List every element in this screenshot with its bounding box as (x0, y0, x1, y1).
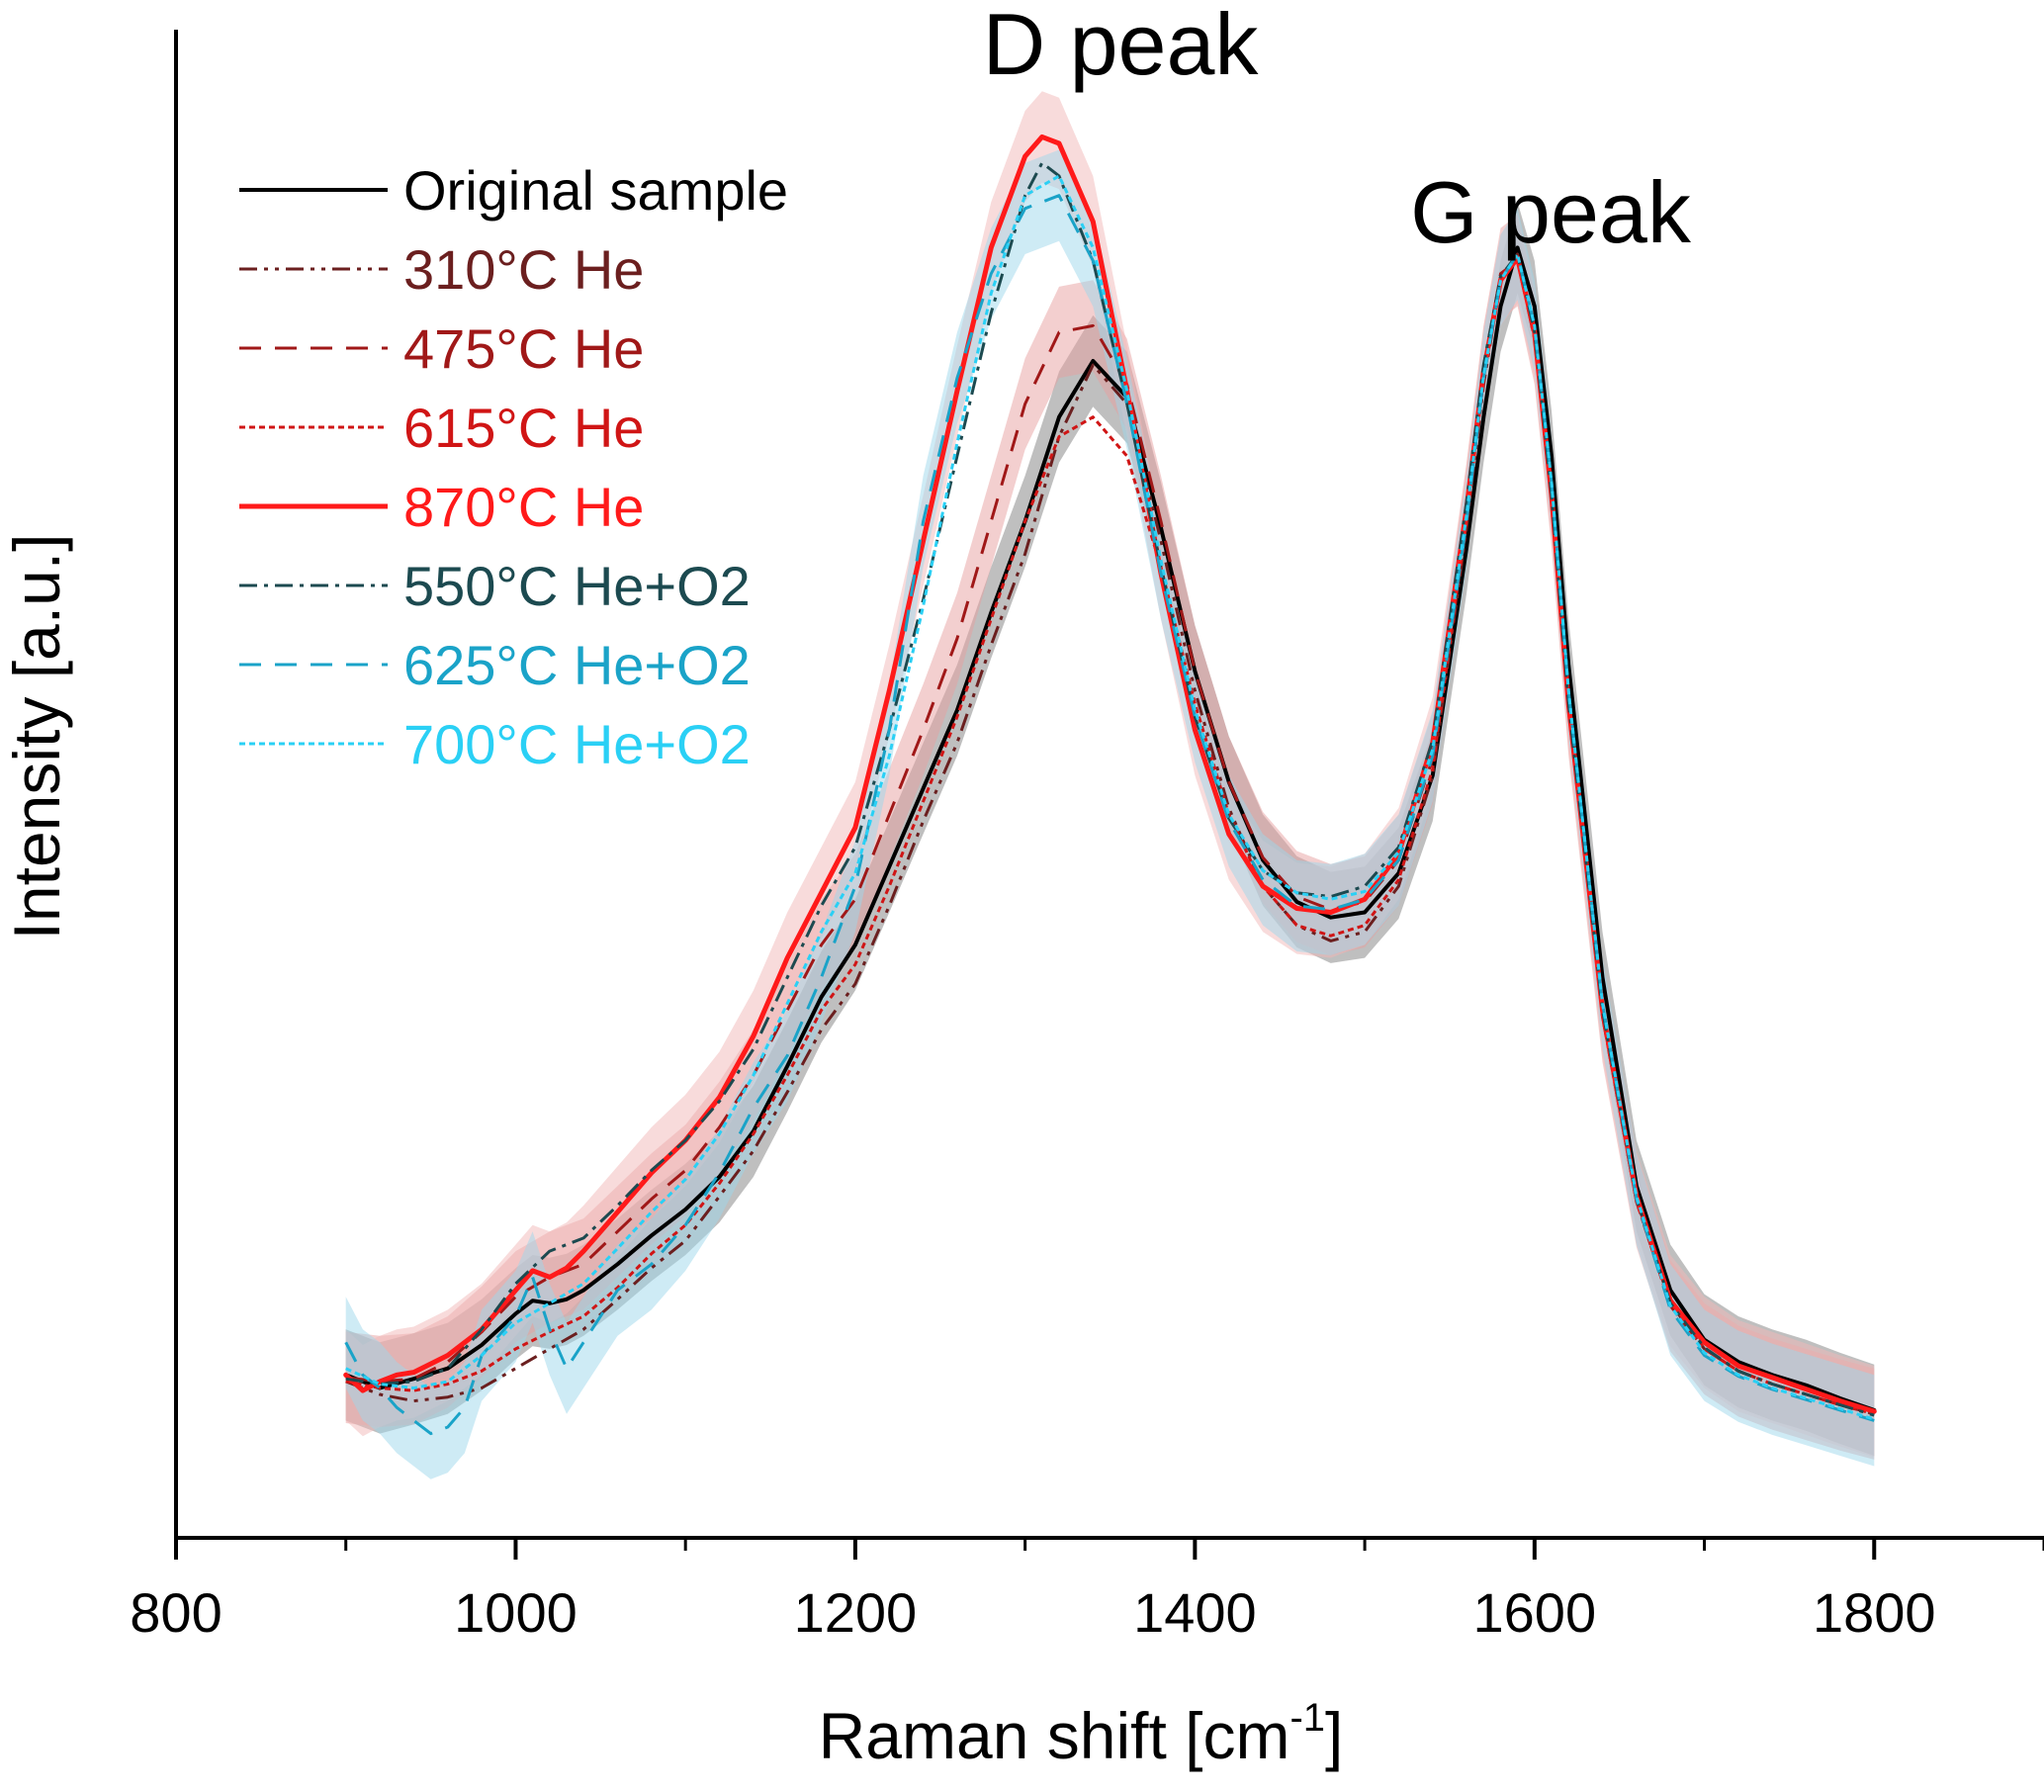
series-line-700-c-he-o2 (345, 174, 1875, 1421)
legend-entry-original-sample: Original sample (239, 159, 788, 222)
x-tick-label: 1800 (1813, 1581, 1936, 1644)
x-axis-label-main: Raman shift [cm (819, 1699, 1290, 1772)
x-tick-label: 1000 (454, 1581, 578, 1644)
legend-entry-870-c-he: 870°C He (239, 476, 644, 538)
x-tick-label: 1400 (1133, 1581, 1257, 1644)
legend-label: 475°C He (403, 317, 644, 380)
series-lines (343, 134, 1877, 1436)
legend-label: 700°C He+O2 (403, 713, 751, 775)
x-tick-label: 800 (130, 1581, 222, 1644)
legend-entry-625-c-he-o2: 625°C He+O2 (239, 634, 751, 696)
x-axis-label-sup: -1 (1289, 1696, 1325, 1740)
legend-label: 550°C He+O2 (403, 555, 751, 617)
g-peak-annotation: G peak (1410, 163, 1692, 261)
legend: Original sample 310°C He 475°C He 615°C He 8… (239, 159, 788, 775)
d-peak-annotation: D peak (983, 0, 1260, 93)
legend-label: 310°C He (403, 238, 644, 301)
legend-entry-700-c-he-o2: 700°C He+O2 (239, 713, 751, 775)
band-625-c-he-o2 (345, 149, 1875, 1479)
legend-entry-615-c-he: 615°C He (239, 397, 644, 459)
x-tick-label: 1600 (1473, 1581, 1597, 1644)
axes (174, 30, 2044, 1540)
legend-entry-550-c-he-o2: 550°C He+O2 (239, 555, 751, 617)
legend-entry-475-c-he: 475°C He (239, 317, 644, 380)
axis-labels: Raman shift [cm-1] Intensity [a.u.] (0, 534, 1343, 1772)
legend-entry-310-c-he: 310°C He (239, 238, 644, 301)
legend-label: 615°C He (403, 397, 644, 459)
x-axis-label-end: ] (1325, 1699, 1343, 1772)
x-tick-label: 1200 (794, 1581, 918, 1644)
y-axis-label: Intensity [a.u.] (0, 534, 73, 941)
legend-label: 625°C He+O2 (403, 634, 751, 696)
legend-label: Original sample (403, 159, 788, 222)
annotations: D peak G peak (983, 0, 1692, 261)
legend-label: 870°C He (403, 476, 644, 538)
x-axis-label: Raman shift [cm-1] (819, 1696, 1344, 1772)
x-ticks: 800 1000 1200 1400 1600 1800 (130, 1538, 2044, 1644)
